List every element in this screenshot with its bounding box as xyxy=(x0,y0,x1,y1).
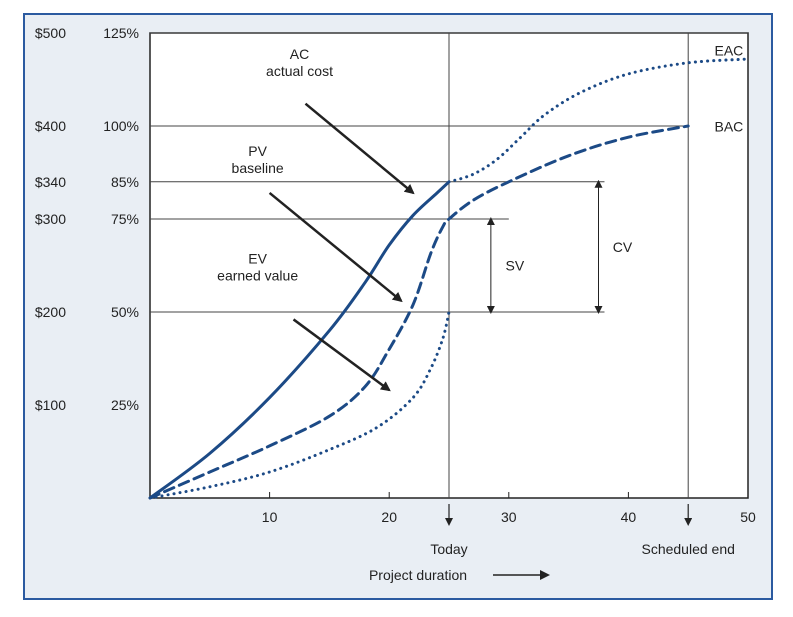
annotation-arrow-ev xyxy=(292,318,391,392)
x-tick-label: 30 xyxy=(501,509,517,525)
annotation-ev: EV earned value xyxy=(217,251,298,284)
y-tick-dollar-label: $100 xyxy=(35,397,66,413)
y-tick-percent-label: 100% xyxy=(103,118,139,134)
y-tick-percent-label: 75% xyxy=(111,211,139,227)
x-tick-label: 40 xyxy=(621,509,637,525)
series-line-ac xyxy=(149,180,451,500)
annotation-line: earned value xyxy=(217,268,298,284)
annotation-arrow-ac xyxy=(304,102,415,195)
annotation-line: BAC xyxy=(715,119,744,135)
y-tick-percent-label: 125% xyxy=(103,25,139,41)
annotation-line: PV xyxy=(248,143,267,159)
annotation-line: actual cost xyxy=(266,63,333,79)
y-tick-percent-label: 85% xyxy=(111,174,139,190)
x-tick-label: 20 xyxy=(381,509,397,525)
series-line-ev xyxy=(148,310,451,500)
annotation-ac: AC actual cost xyxy=(266,46,333,79)
y-tick-dollar-label: $200 xyxy=(35,304,66,320)
y-tick-percent-label: 25% xyxy=(111,397,139,413)
y-tick-percent-label: 50% xyxy=(111,304,139,320)
y-tick-dollar-label: $500 xyxy=(35,25,66,41)
annotation-line: AC xyxy=(290,46,309,62)
marker-label: Today xyxy=(430,541,467,557)
x-tick-label: 10 xyxy=(262,509,278,525)
annotation-arrow-pv xyxy=(268,191,403,303)
series-line-eac xyxy=(447,57,750,184)
y-tick-dollar-label: $300 xyxy=(35,211,66,227)
marker-label: Scheduled end xyxy=(641,541,734,557)
y-tick-dollar-label: $340 xyxy=(35,174,66,190)
y-tick-dollar-label: $400 xyxy=(35,118,66,134)
annotation-line: EAC xyxy=(715,42,744,58)
variance-label: CV xyxy=(613,239,633,255)
annotation-bac: BAC xyxy=(715,119,744,135)
annotation-line: EV xyxy=(248,251,267,267)
variance-label: SV xyxy=(506,258,525,274)
series-line-pv xyxy=(148,124,690,500)
x-tick-label: 50 xyxy=(740,509,756,525)
annotation-eac: EAC xyxy=(715,42,744,58)
annotation-pv: PV baseline xyxy=(232,143,284,176)
x-axis-label: Project duration xyxy=(369,567,467,583)
annotation-line: baseline xyxy=(232,160,284,176)
